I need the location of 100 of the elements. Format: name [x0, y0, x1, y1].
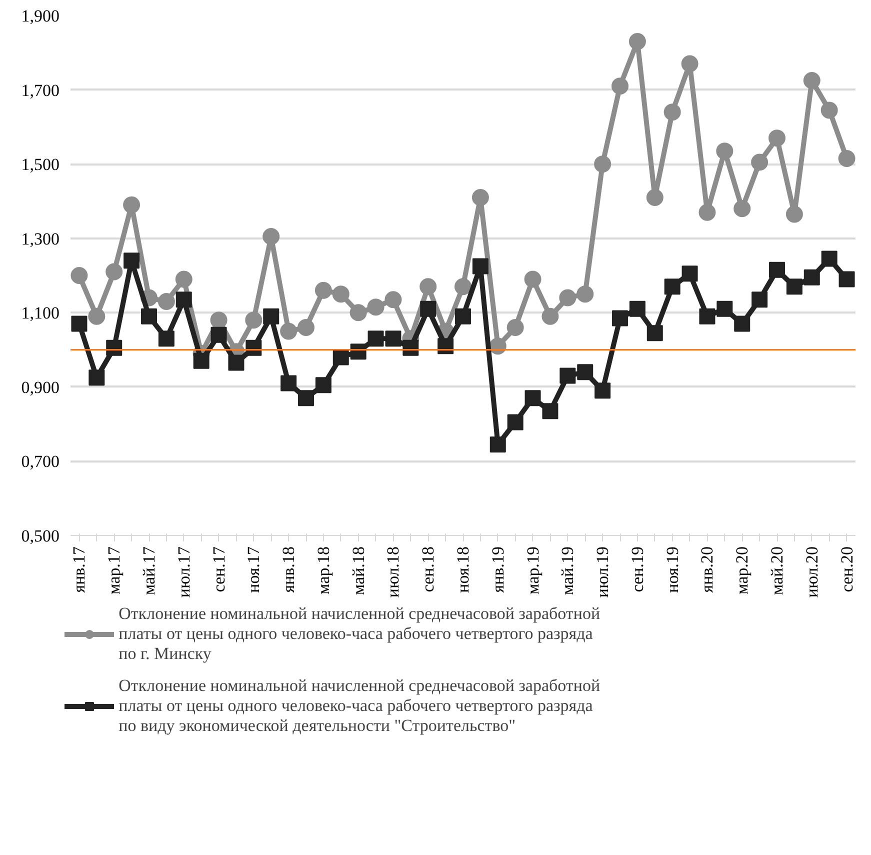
point: [803, 72, 820, 89]
y-tick-label: 0,700: [21, 452, 60, 472]
point: [542, 308, 559, 325]
point: [612, 310, 628, 326]
point: [228, 354, 244, 371]
y-tick-label: 1,700: [21, 80, 60, 100]
point: [176, 292, 192, 308]
x-tick-label: мар.17: [104, 546, 124, 594]
point: [664, 278, 680, 295]
point: [106, 340, 122, 356]
x-tick-label: мар.18: [314, 546, 333, 594]
point: [455, 308, 471, 324]
point: [262, 228, 280, 245]
point: [542, 403, 558, 420]
point: [420, 278, 437, 296]
point: [298, 319, 314, 336]
x-tick-label: июл.17: [174, 546, 194, 598]
point: [506, 319, 524, 336]
point: [106, 263, 123, 280]
point: [210, 312, 228, 329]
point: [612, 78, 628, 95]
x-tick-label: янв.19: [488, 546, 508, 593]
point: [716, 300, 733, 317]
x-tick-label: сен.20: [837, 546, 856, 592]
point: [681, 55, 698, 72]
x-tick-label: май.17: [140, 546, 158, 596]
point: [559, 289, 576, 306]
point: [384, 291, 402, 308]
point: [682, 266, 698, 282]
point: [646, 189, 664, 206]
point: [280, 322, 298, 340]
y-tick-label: 1,300: [21, 229, 60, 248]
point: [141, 308, 157, 324]
point: [332, 349, 349, 366]
x-tick-label: мар.20: [732, 546, 752, 594]
x-tick-label: сен.18: [418, 546, 438, 592]
point: [769, 262, 785, 278]
point: [838, 150, 856, 167]
point: [367, 298, 384, 316]
point: [838, 271, 855, 288]
point: [716, 142, 734, 160]
x-tick-label: июл.20: [802, 546, 822, 598]
point: [560, 368, 576, 384]
point: [438, 338, 454, 354]
point: [577, 364, 594, 380]
point: [70, 267, 88, 284]
point: [646, 325, 663, 342]
point: [507, 414, 524, 430]
point: [821, 250, 838, 267]
point: [332, 286, 350, 303]
point: [490, 436, 506, 452]
point: [88, 308, 106, 325]
point: [472, 189, 489, 206]
point: [402, 340, 419, 356]
point: [315, 377, 332, 394]
point: [193, 352, 210, 369]
point: [314, 282, 332, 299]
point: [385, 330, 402, 347]
legend-label: Отклонение номинальной начисленной среднечасовой заработной платы от цены одного человеко-часа рабочего четвертого разряда по виду экономической деятельности "Строительство": [118, 676, 600, 736]
point: [699, 308, 716, 324]
point: [420, 300, 436, 317]
point: [734, 316, 750, 332]
point: [751, 154, 768, 171]
x-tick-label: сен.17: [209, 546, 228, 592]
y-tick-label: 0,500: [21, 526, 60, 546]
point: [350, 304, 367, 322]
x-tick-label: июл.19: [593, 546, 612, 598]
point: [594, 156, 612, 173]
point: [298, 390, 314, 406]
point: [280, 375, 297, 392]
x-tick-label: ноя.19: [662, 546, 682, 593]
x-tick-label: ноя.17: [244, 546, 264, 593]
x-tick-label: ноя.18: [454, 546, 472, 593]
point: [368, 330, 384, 347]
x-tick-label: июл.18: [384, 546, 403, 598]
point: [664, 104, 681, 121]
point: [158, 293, 175, 310]
x-tick-label: янв.17: [70, 546, 89, 593]
point: [524, 270, 542, 288]
point: [628, 33, 646, 50]
y-tick-label: 1,900: [21, 6, 60, 26]
point: [734, 200, 751, 218]
x-tick-label: май.18: [348, 546, 368, 596]
point: [88, 370, 105, 386]
point: [175, 270, 192, 288]
point: [124, 252, 140, 269]
x-tick-label: янв.20: [698, 546, 717, 593]
point: [123, 196, 140, 214]
y-tick-label: 1,500: [21, 155, 60, 174]
point: [71, 316, 88, 332]
point: [752, 292, 768, 308]
legend-label: Отклонение номинальной начисленной среднечасовой заработной платы от цены одного человеко-часа рабочего четвертого разряда по г. Минску: [118, 604, 600, 664]
point: [594, 382, 611, 399]
point: [454, 278, 472, 296]
point: [786, 278, 802, 295]
point: [768, 130, 786, 147]
point: [576, 286, 594, 303]
point: [786, 206, 803, 223]
point: [158, 330, 174, 347]
point: [629, 300, 646, 317]
